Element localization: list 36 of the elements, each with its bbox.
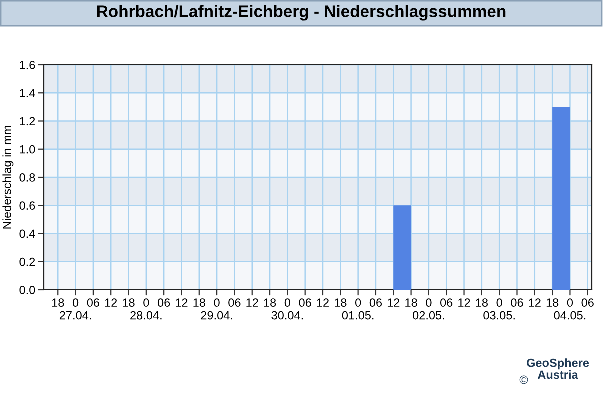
y-axis-title: Niederschlag in mm: [2, 126, 14, 229]
x-tick-label: 12: [317, 298, 329, 307]
x-tick-label: 18: [52, 298, 64, 308]
x-tick-label: 18: [476, 298, 488, 308]
x-tick-label: 06: [299, 298, 312, 308]
x-tick-label: 06: [87, 298, 100, 308]
x-tick-label: 12: [388, 298, 400, 307]
text: GeoSphere Austria: [526, 358, 590, 380]
x-tick-label: 06: [440, 298, 453, 308]
y-tick-label: 1.2: [20, 117, 36, 126]
x-tick-label: 18: [123, 298, 135, 308]
x-tick-label: 12: [529, 298, 541, 307]
x-tick-label: 12: [105, 298, 118, 307]
y-tick-label: 1.6: [20, 61, 36, 70]
x-tick-label: 18: [334, 298, 347, 308]
x-tick-label: 18: [406, 298, 418, 308]
text: ©: [520, 376, 528, 384]
x-tick-label: 18: [264, 298, 276, 308]
x-tick-label: 06: [158, 298, 170, 308]
x-tick-label: 06: [228, 298, 241, 308]
y-tick-label: 0.4: [20, 230, 36, 238]
x-tick-label: 06: [582, 298, 594, 308]
chart-title: Rohrbach/Lafnitz-Eichberg - Niederschlagssummen: [97, 5, 506, 21]
y-tick-label: 0.8: [20, 174, 36, 182]
y-tick-label: 0.2: [20, 258, 36, 266]
x-tick-label: 12: [458, 298, 470, 307]
x-tick-label: 06: [370, 298, 382, 308]
y-tick-label: 0.0: [20, 286, 36, 294]
x-tick-label: 18: [546, 298, 559, 308]
y-tick-label: 0.6: [20, 202, 36, 210]
y-tick-label: 1.4: [20, 89, 36, 98]
y-tick-label: 1.0: [20, 145, 36, 154]
x-tick-label: 06: [511, 298, 524, 308]
x-tick-label: 12: [176, 298, 188, 307]
x-tick-label: 18: [194, 298, 206, 308]
x-tick-label: 12: [246, 298, 258, 307]
